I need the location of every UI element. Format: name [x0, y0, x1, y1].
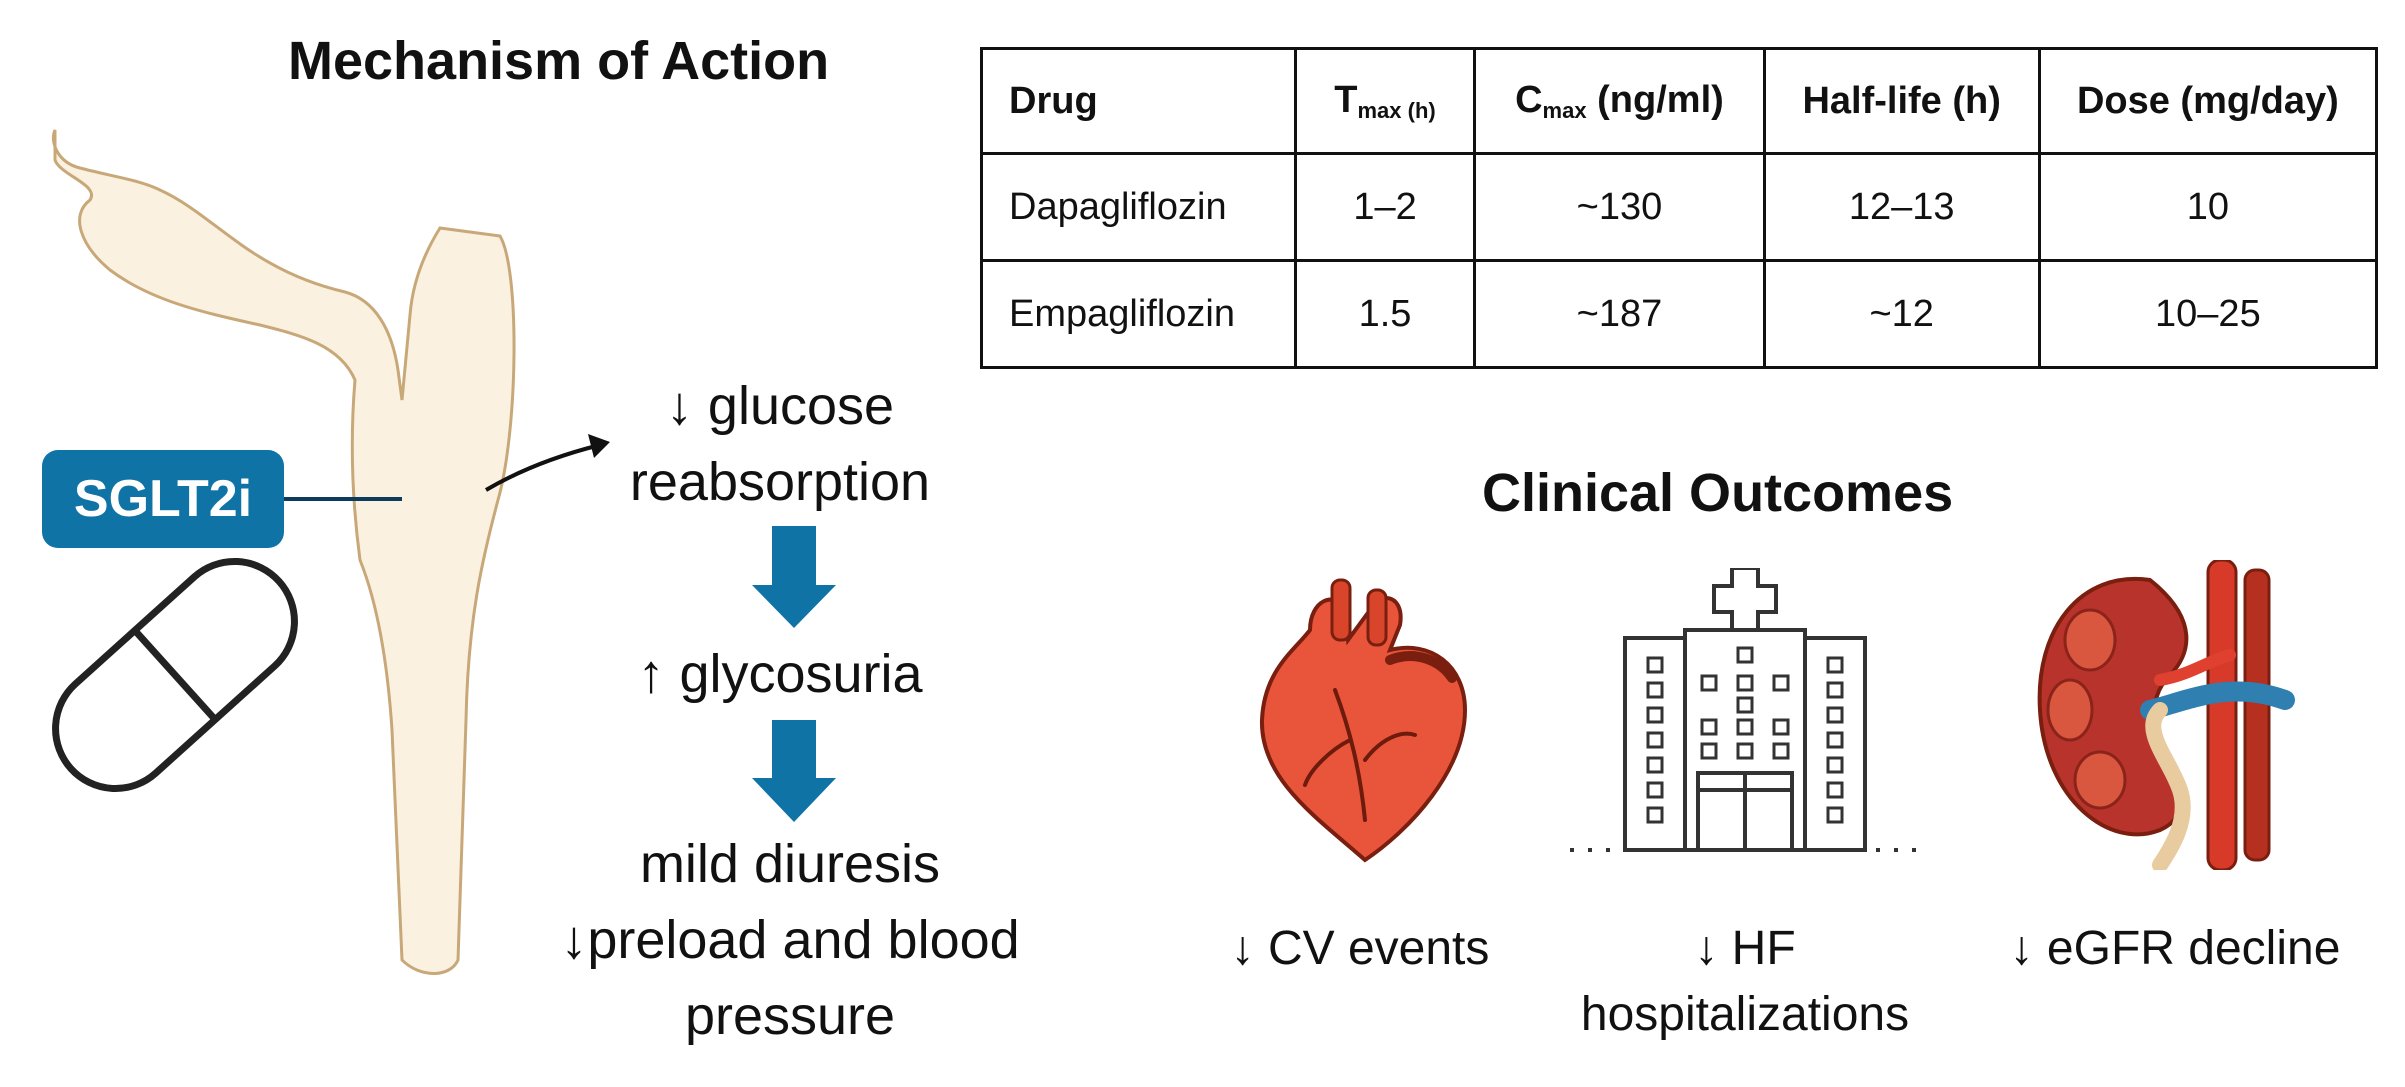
outcome-hf-line2: hospitalizations	[1580, 988, 1910, 1041]
step3-line2: ↓preload and blood	[560, 910, 1020, 970]
cell-half-life: ~12	[1762, 259, 2041, 369]
cell-dose: 10	[2037, 152, 2379, 262]
step3-line1: mild diuresis	[639, 834, 941, 894]
step-glucose-reabsorption: ↓ glucose reabsorption	[560, 368, 1000, 520]
step1-line2: reabsorption	[629, 452, 931, 512]
cell-half-life: 12–13	[1762, 152, 2041, 262]
header-dose: Dose (mg/day)	[2037, 47, 2379, 155]
header-cmax-rest: (ng/ml)	[1586, 78, 1724, 121]
pharmacokinetics-table: Drug Tmax (h) Cmax (ng/ml) Half-life (h)…	[980, 47, 2379, 369]
heart-icon	[1259, 578, 1468, 863]
sglt2i-badge: SGLT2i	[42, 450, 284, 548]
outcome-egfr-decline: ↓ eGFR decline	[1965, 916, 2385, 982]
header-tmax: Tmax (h)	[1293, 47, 1477, 155]
outcome-egfr-line1: ↓ eGFR decline	[2009, 922, 2341, 975]
outcome-cv-events: ↓ CV events	[1160, 916, 1560, 982]
tubule-shape	[51, 129, 516, 975]
cell-cmax: ~130	[1473, 152, 1766, 262]
header-half-life: Half-life (h)	[1762, 47, 2041, 155]
cell-drug: Dapagliflozin	[980, 152, 1297, 262]
table-row: Empagliflozin 1.5 ~187 ~12 10–25	[980, 259, 2379, 369]
kidney-icon	[2037, 560, 2295, 870]
outcome-cv-line1: ↓ CV events	[1230, 922, 1490, 975]
step-glycosuria: ↑ glycosuria	[637, 644, 923, 704]
table-header-row: Drug Tmax (h) Cmax (ng/ml) Half-life (h)…	[980, 47, 2379, 155]
header-drug: Drug	[980, 47, 1297, 155]
flow-arrow-1	[752, 526, 836, 628]
flow-arrow-2	[752, 720, 836, 822]
reabsorption-arrow	[484, 443, 601, 492]
cell-dose: 10–25	[2037, 259, 2379, 369]
cell-tmax: 1.5	[1293, 259, 1477, 369]
step-diuresis: mild diuresis ↓preload and blood pressur…	[510, 826, 1070, 1054]
header-tmax-sub: max (h)	[1357, 97, 1436, 123]
header-tmax-main: T	[1334, 78, 1358, 121]
cell-drug: Empagliflozin	[980, 259, 1297, 369]
header-cmax-main: C	[1515, 78, 1543, 121]
step1-line1: ↓ glucose	[665, 376, 895, 436]
outcome-hf-hospitalizations: ↓ HF hospitalizations	[1545, 916, 1945, 1048]
header-cmax: Cmax (ng/ml)	[1473, 47, 1766, 155]
outcomes-title: Clinical Outcomes	[1482, 463, 1954, 523]
mechanism-title: Mechanism of Action	[288, 31, 830, 91]
cell-cmax: ~187	[1473, 259, 1766, 369]
hospital-icon	[1570, 568, 1920, 852]
table-row: Dapagliflozin 1–2 ~130 12–13 10	[980, 152, 2379, 262]
reabsorption-arrowhead	[588, 434, 610, 458]
step3-line3: pressure	[684, 986, 896, 1046]
nephron-tubule-illustration	[51, 129, 836, 975]
header-cmax-sub: max	[1542, 97, 1587, 123]
pill-capsule-icon	[52, 557, 298, 793]
outcome-hf-line1: ↓ HF	[1694, 922, 1796, 975]
cell-tmax: 1–2	[1293, 152, 1477, 262]
